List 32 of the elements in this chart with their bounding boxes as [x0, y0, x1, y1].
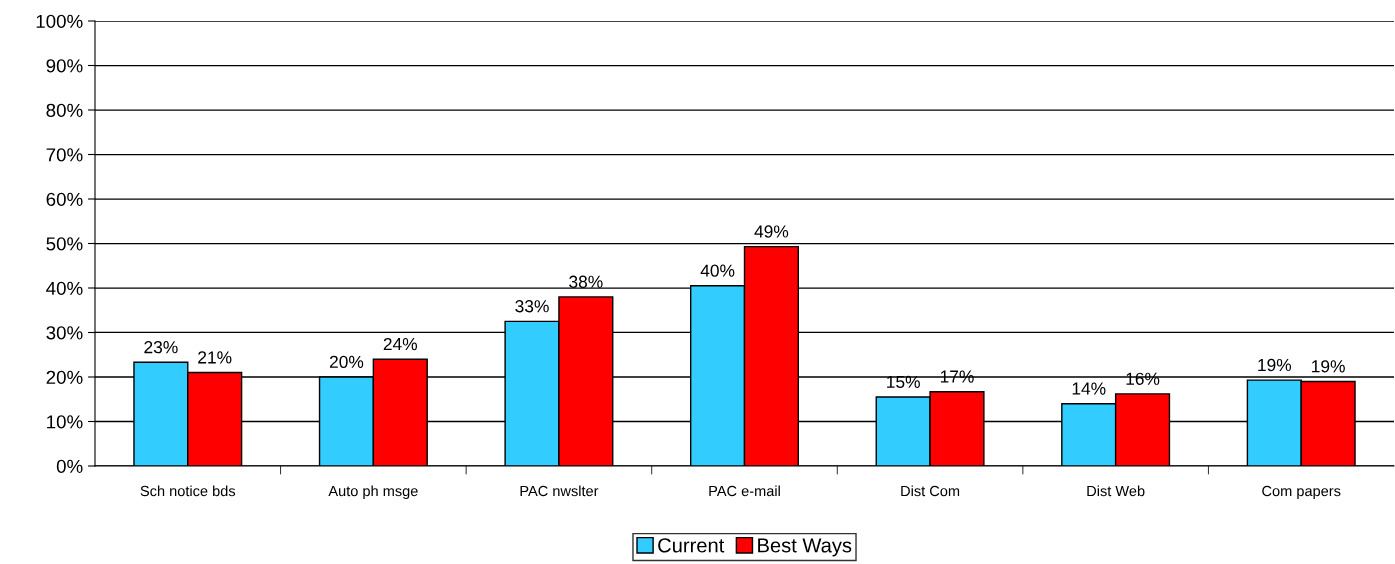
- legend-label: Best Ways: [758, 538, 852, 557]
- data-label: 24%: [383, 337, 418, 351]
- data-label: 15%: [887, 375, 920, 389]
- legend-label: Current: [658, 538, 725, 553]
- data-label: 19%: [1312, 360, 1345, 373]
- data-label: 49%: [754, 225, 789, 238]
- y-tick-label: 10%: [47, 415, 83, 429]
- data-label: 23%: [144, 341, 178, 354]
- y-tick-label: 20%: [46, 370, 83, 384]
- y-tick-label: 50%: [46, 237, 83, 251]
- y-tick-label: 90%: [46, 59, 83, 73]
- y-tick-label: 70%: [46, 148, 83, 162]
- data-label: 20%: [329, 355, 364, 369]
- y-tick-label: 40%: [46, 281, 83, 295]
- data-label: 38%: [569, 275, 603, 288]
- x-tick-label: PAC nwslter: [520, 485, 599, 497]
- data-label: 14%: [1072, 382, 1106, 395]
- y-tick-label: 60%: [46, 192, 83, 206]
- x-tick-label: Dist Com: [901, 485, 960, 497]
- x-tick-label: Auto ph msge: [328, 485, 418, 500]
- data-label: 21%: [198, 351, 232, 364]
- x-tick-label: PAC e-mail: [709, 485, 780, 497]
- data-label: 19%: [1258, 358, 1292, 372]
- y-tick-label: 0%: [56, 459, 83, 473]
- x-tick-label: Com papers: [1262, 485, 1341, 500]
- data-label: 40%: [700, 264, 735, 277]
- x-tick-label: Sch notice bds: [140, 485, 236, 497]
- y-tick-label: 30%: [46, 326, 83, 340]
- x-tick-label: Dist Web: [1087, 485, 1145, 497]
- data-label: 33%: [515, 300, 549, 313]
- y-tick-label: 80%: [46, 103, 83, 117]
- y-tick-label: 100%: [36, 14, 83, 28]
